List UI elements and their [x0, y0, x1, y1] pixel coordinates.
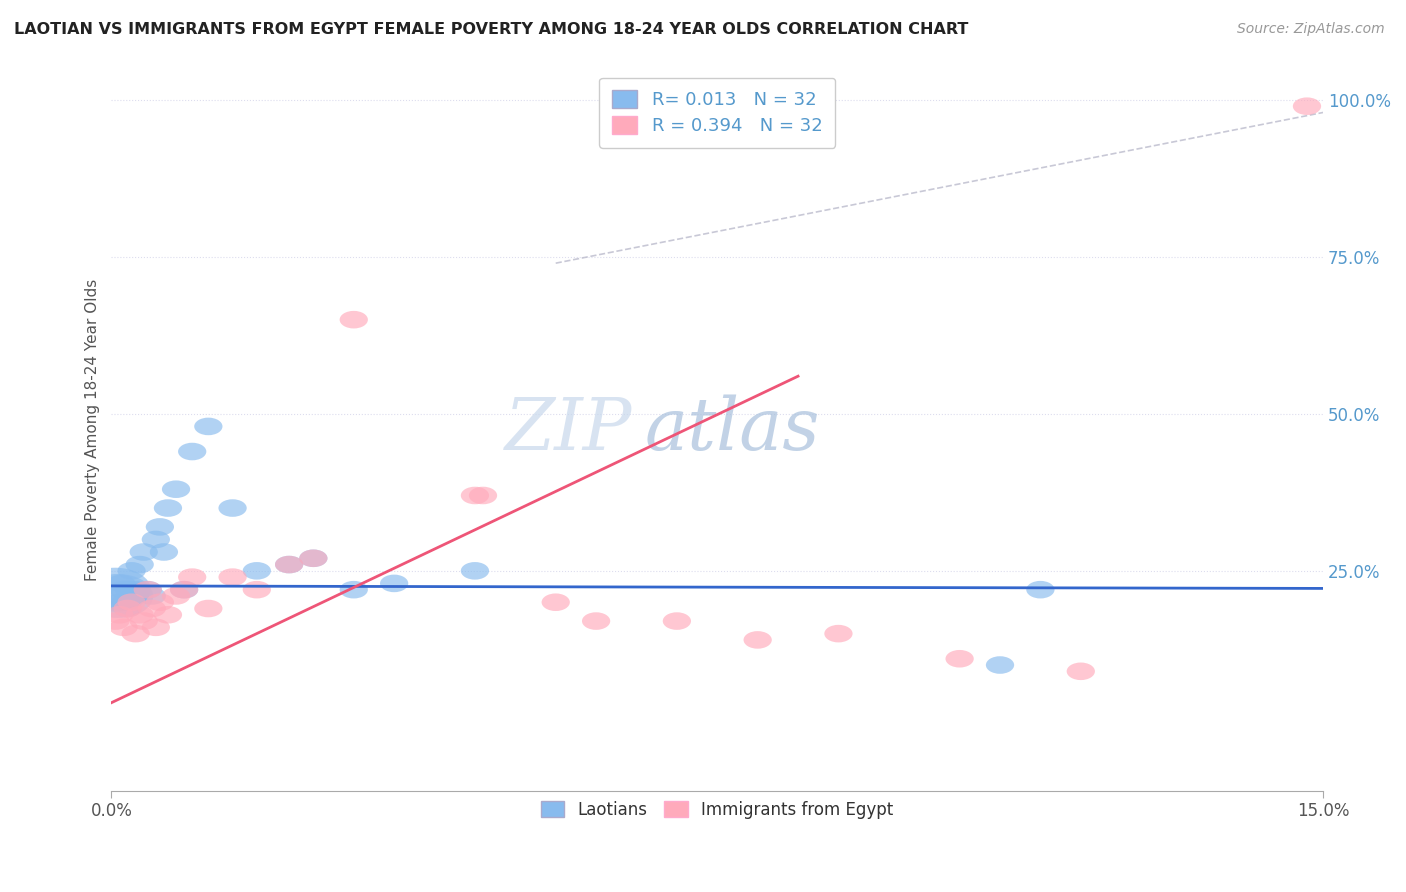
Ellipse shape — [146, 593, 174, 611]
Ellipse shape — [340, 311, 368, 328]
Ellipse shape — [121, 581, 150, 599]
Ellipse shape — [118, 562, 146, 580]
Ellipse shape — [153, 500, 183, 516]
Ellipse shape — [138, 599, 166, 617]
Ellipse shape — [110, 618, 138, 636]
Ellipse shape — [662, 612, 690, 630]
Ellipse shape — [243, 581, 271, 599]
Ellipse shape — [179, 568, 207, 586]
Ellipse shape — [114, 599, 142, 617]
Ellipse shape — [125, 606, 153, 624]
Ellipse shape — [120, 587, 148, 605]
Text: atlas: atlas — [644, 394, 820, 465]
Ellipse shape — [162, 587, 190, 605]
Ellipse shape — [105, 606, 134, 624]
Ellipse shape — [142, 531, 170, 549]
Ellipse shape — [276, 556, 304, 574]
Legend: Laotians, Immigrants from Egypt: Laotians, Immigrants from Egypt — [534, 794, 900, 826]
Ellipse shape — [243, 562, 271, 580]
Ellipse shape — [105, 593, 134, 611]
Ellipse shape — [170, 581, 198, 599]
Ellipse shape — [146, 518, 174, 536]
Ellipse shape — [150, 543, 179, 561]
Ellipse shape — [118, 593, 146, 611]
Ellipse shape — [114, 599, 142, 617]
Ellipse shape — [194, 599, 222, 617]
Ellipse shape — [138, 587, 166, 605]
Ellipse shape — [170, 581, 198, 599]
Ellipse shape — [986, 657, 1014, 673]
Ellipse shape — [153, 606, 183, 624]
Ellipse shape — [380, 574, 408, 592]
Ellipse shape — [461, 562, 489, 580]
Ellipse shape — [134, 581, 162, 599]
Ellipse shape — [1026, 581, 1054, 599]
Ellipse shape — [121, 624, 150, 642]
Text: ZIP: ZIP — [505, 394, 633, 465]
Ellipse shape — [468, 487, 498, 504]
Ellipse shape — [115, 581, 143, 599]
Ellipse shape — [194, 417, 222, 435]
Ellipse shape — [112, 593, 141, 611]
Ellipse shape — [945, 650, 974, 667]
Ellipse shape — [340, 581, 368, 599]
Ellipse shape — [162, 481, 190, 498]
Ellipse shape — [744, 632, 772, 648]
Text: Source: ZipAtlas.com: Source: ZipAtlas.com — [1237, 22, 1385, 37]
Ellipse shape — [218, 568, 246, 586]
Ellipse shape — [179, 442, 207, 460]
Ellipse shape — [299, 549, 328, 567]
Ellipse shape — [1294, 97, 1322, 115]
Ellipse shape — [142, 618, 170, 636]
Y-axis label: Female Poverty Among 18-24 Year Olds: Female Poverty Among 18-24 Year Olds — [86, 278, 100, 581]
Ellipse shape — [80, 567, 150, 612]
Ellipse shape — [824, 624, 852, 642]
Ellipse shape — [299, 549, 328, 567]
Ellipse shape — [1067, 663, 1095, 680]
Ellipse shape — [218, 500, 246, 516]
Ellipse shape — [276, 556, 304, 574]
Ellipse shape — [129, 543, 157, 561]
Ellipse shape — [461, 487, 489, 504]
Text: LAOTIAN VS IMMIGRANTS FROM EGYPT FEMALE POVERTY AMONG 18-24 YEAR OLDS CORRELATIO: LAOTIAN VS IMMIGRANTS FROM EGYPT FEMALE … — [14, 22, 969, 37]
Ellipse shape — [83, 574, 153, 618]
Ellipse shape — [125, 556, 153, 574]
Ellipse shape — [582, 612, 610, 630]
Ellipse shape — [110, 581, 138, 599]
Ellipse shape — [541, 593, 569, 611]
Ellipse shape — [101, 612, 129, 630]
Ellipse shape — [129, 612, 157, 630]
Ellipse shape — [107, 574, 135, 592]
Ellipse shape — [134, 581, 162, 599]
